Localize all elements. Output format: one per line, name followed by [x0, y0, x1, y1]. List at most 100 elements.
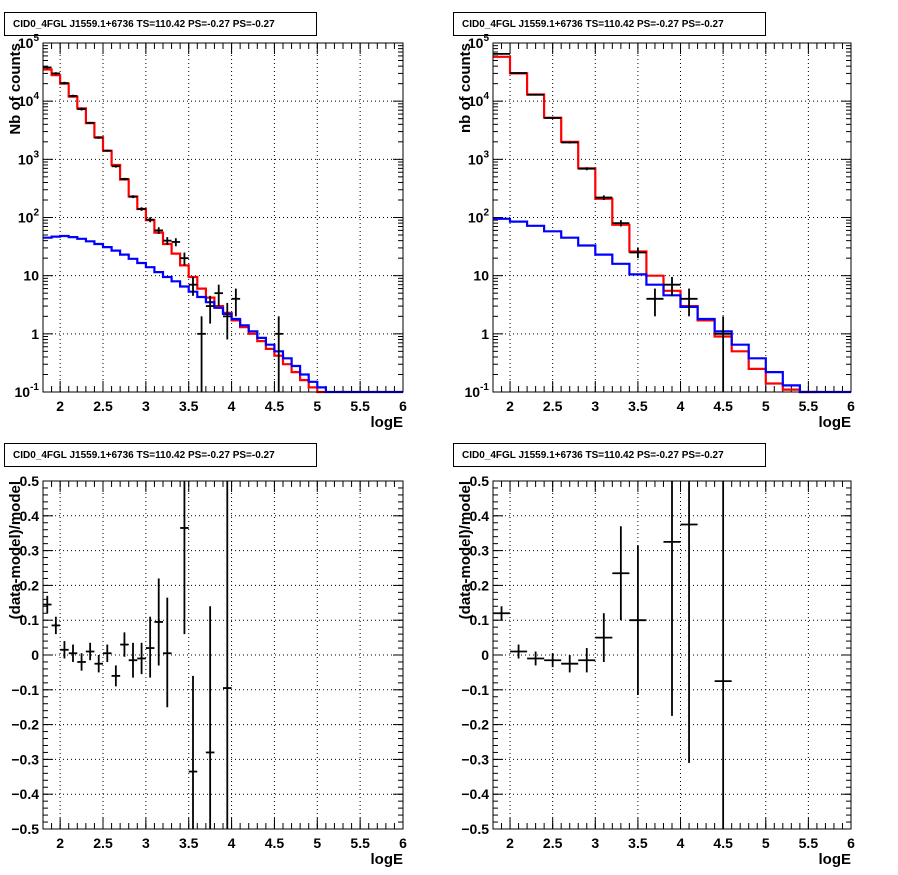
x-tick-label: 3.5 [628, 398, 648, 414]
y-tick-label: 103 [18, 149, 40, 167]
plot-frame [492, 42, 852, 393]
data-point [180, 252, 189, 266]
data-point [595, 613, 613, 662]
y-tick-label: 0.4 [20, 508, 40, 524]
x-axis-label: logE [819, 851, 852, 868]
data-point [180, 481, 189, 635]
data-point [612, 526, 630, 621]
x-tick-label: 6 [399, 835, 407, 851]
x-tick-label: 2.5 [543, 398, 563, 414]
data-point [274, 316, 283, 392]
data-point [231, 288, 241, 317]
series-step-line [493, 217, 851, 394]
y-tick-label: −0.4 [461, 786, 489, 802]
x-axis-label: logE [819, 414, 852, 431]
x-tick-label: 5 [762, 398, 770, 414]
y-tick-label: 0 [31, 647, 39, 663]
data-point [663, 481, 681, 716]
y-tick-label: 0.5 [470, 473, 490, 489]
y-tick-label: −0.5 [461, 821, 489, 837]
x-tick-label: 5.5 [350, 398, 370, 414]
data-point [223, 481, 232, 829]
data-point [223, 302, 232, 340]
data-point [94, 655, 103, 673]
data-point [85, 121, 95, 124]
data-point [214, 284, 223, 307]
data-point [68, 94, 78, 98]
data-point [493, 606, 511, 621]
data-point [128, 642, 138, 678]
data-point [493, 52, 511, 55]
data-point [205, 606, 215, 829]
x-tick-label: 5 [313, 398, 321, 414]
chart-panel-1: 2 2.5 3 3.5 4 4.5 5 5.5 6 10-1 1 10 102 103 104 105 logE… [7, 33, 407, 431]
data-point [163, 237, 172, 245]
data-point [60, 641, 69, 659]
x-tick-label: 6 [847, 398, 855, 414]
data-point [51, 72, 61, 75]
chart-title: CID0_4FGL J1559.1+6736 TS=110.42 PS=-0.2… [4, 12, 317, 36]
series-step-line [43, 68, 326, 394]
data-point [60, 81, 69, 85]
y-tick-label: −0.1 [11, 682, 39, 698]
y-tick-label: 105 [468, 33, 490, 51]
x-tick-label: 2 [56, 398, 64, 414]
x-tick-label: 4.5 [265, 835, 285, 851]
y-tick-label: 0.4 [470, 508, 490, 524]
x-tick-label: 5.5 [799, 398, 819, 414]
data-point [714, 316, 732, 392]
y-axis-label: nb of counts [457, 43, 474, 133]
plot-frame [42, 42, 404, 393]
y-tick-label: 104 [18, 91, 40, 109]
data-point [111, 164, 121, 168]
data-point [663, 276, 681, 296]
data-point [51, 616, 61, 635]
y-tick-label: 0.3 [20, 543, 40, 559]
x-axis-label: logE [371, 851, 404, 868]
data-point [111, 665, 121, 687]
data-point [103, 644, 112, 662]
x-tick-label: 2 [506, 835, 514, 851]
series-step-line [493, 55, 817, 394]
data-point [714, 481, 732, 829]
x-tick-label: 4 [228, 835, 236, 851]
x-axis-label: logE [371, 414, 404, 431]
data-point [197, 316, 206, 392]
data-point [629, 247, 647, 259]
data-point [680, 288, 698, 317]
data-point [612, 220, 630, 227]
y-tick-label: 105 [18, 33, 40, 51]
y-axis-label: (data-model)/model [7, 481, 24, 619]
x-tick-label: 6 [847, 835, 855, 851]
y-tick-label: −0.3 [11, 751, 39, 767]
x-tick-label: 5 [762, 835, 770, 851]
data-point [510, 644, 528, 659]
data-point [527, 93, 545, 96]
chart-panel-2: 2 2.5 3 3.5 4 4.5 5 5.5 6 10-1 1 10 102 103 104 105 logE… [457, 33, 855, 431]
data-point [154, 578, 163, 666]
x-tick-label: 2 [506, 398, 514, 414]
x-tick-label: 4.5 [713, 398, 733, 414]
x-tick-label: 6 [399, 398, 407, 414]
x-tick-label: 3.5 [179, 398, 199, 414]
y-tick-label: 0.1 [20, 612, 40, 628]
x-tick-label: 4 [677, 398, 685, 414]
x-tick-label: 5.5 [350, 835, 370, 851]
y-tick-label: 0.3 [470, 543, 490, 559]
y-tick-label: 10 [473, 268, 489, 284]
x-tick-label: 4.5 [713, 835, 733, 851]
data-point [578, 167, 596, 171]
x-tick-label: 3.5 [179, 835, 199, 851]
data-point [43, 66, 52, 69]
plot-frame [42, 480, 404, 830]
y-axis-label: Nb of counts [7, 43, 24, 135]
y-tick-label: −0.4 [11, 786, 39, 802]
x-tick-label: 3 [142, 835, 150, 851]
x-tick-label: 2.5 [93, 398, 113, 414]
chart-panel-3: 2 2.5 3 3.5 4 4.5 5 5.5 6 −0.5 −0.4 −0.3 −0.2 −0.1 0 0.… [7, 473, 407, 868]
x-tick-label: 3 [591, 835, 599, 851]
data-point [77, 107, 86, 111]
data-point [527, 651, 545, 666]
y-tick-label: 0.2 [470, 577, 490, 593]
